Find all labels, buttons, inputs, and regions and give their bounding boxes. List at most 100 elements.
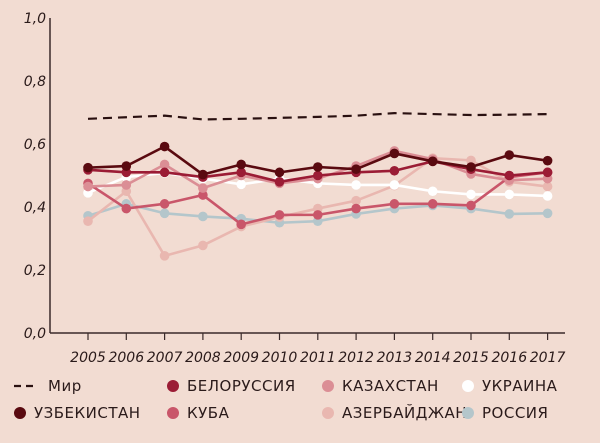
data-point-azerbaijan xyxy=(198,240,208,251)
data-point-azerbaijan xyxy=(466,155,476,166)
data-point-ukraine xyxy=(389,180,400,190)
legend-item-russia: РОССИЯ xyxy=(462,404,548,422)
legend: Мир БЕЛОРУССИЯ КАЗАХСТАН УКРАИНА УЗБЕКИСТАН К… xyxy=(14,377,558,422)
data-point-russia xyxy=(159,208,170,219)
legend-label-mir: Мир xyxy=(48,377,82,395)
data-point-uzbekistan xyxy=(198,169,208,180)
x-tick-label: 2011 xyxy=(300,350,336,366)
data-point-cuba xyxy=(274,210,285,220)
data-point-cuba xyxy=(351,203,361,214)
x-tick-label: 2010 xyxy=(262,350,298,366)
data-point-uzbekistan xyxy=(121,161,132,171)
legend-swatch-belarus xyxy=(167,380,179,392)
data-point-russia xyxy=(504,209,515,219)
data-point-ukraine xyxy=(236,179,246,190)
data-point-ukraine xyxy=(466,189,476,200)
data-point-cuba xyxy=(466,200,476,211)
data-point-belarus xyxy=(313,170,323,181)
legend-item-kazakhstan: КАЗАХСТАН xyxy=(322,377,439,395)
data-point-cuba xyxy=(313,210,323,220)
data-point-belarus xyxy=(274,177,285,187)
data-point-cuba xyxy=(427,199,438,209)
series-layer xyxy=(83,112,553,261)
x-tick-label: 2007 xyxy=(147,350,183,366)
data-point-uzbekistan xyxy=(504,150,515,160)
legend-label-azerbaijan: АЗЕРБАЙДЖАН xyxy=(342,403,467,422)
data-point-kazakhstan xyxy=(83,181,93,192)
data-point-belarus xyxy=(236,167,246,178)
data-point-belarus xyxy=(504,170,515,181)
data-point-ukraine xyxy=(351,180,361,190)
legend-label-russia: РОССИЯ xyxy=(482,404,548,422)
data-point-azerbaijan xyxy=(159,251,170,261)
data-point-russia xyxy=(198,211,208,222)
legend-item-mir: Мир xyxy=(14,377,82,395)
x-tick-label: 2017 xyxy=(530,350,566,366)
data-point-uzbekistan xyxy=(83,162,93,173)
x-tick-label: 2006 xyxy=(108,350,144,366)
x-tick-label: 2012 xyxy=(338,350,374,366)
legend-item-ukraine: УКРАИНА xyxy=(462,377,558,395)
data-point-uzbekistan xyxy=(313,162,323,172)
data-point-azerbaijan xyxy=(83,216,93,226)
data-point-azerbaijan xyxy=(542,181,553,192)
data-point-kazakhstan xyxy=(159,159,170,170)
x-tick-label: 2013 xyxy=(377,350,413,366)
y-tick-label: 0,0 xyxy=(24,326,46,342)
data-point-cuba xyxy=(389,199,400,209)
x-tick-label: 2009 xyxy=(223,350,259,366)
series-mir xyxy=(87,112,548,121)
legend-label-uzbekistan: УЗБЕКИСТАН xyxy=(34,404,141,422)
legend-item-belarus: БЕЛОРУССИЯ xyxy=(167,377,296,395)
data-point-kazakhstan xyxy=(198,183,208,193)
x-tick-label: 2016 xyxy=(491,350,527,366)
y-tick-label: 0,8 xyxy=(24,74,46,90)
legend-swatch-uzbekistan xyxy=(14,407,26,419)
legend-label-cuba: КУБА xyxy=(187,404,230,422)
x-tick-label: 2008 xyxy=(185,350,221,366)
data-point-belarus xyxy=(542,167,553,178)
y-tick-label: 0,6 xyxy=(24,137,46,153)
data-point-cuba xyxy=(159,199,170,209)
data-point-uzbekistan xyxy=(351,164,361,174)
data-point-azerbaijan xyxy=(351,195,361,206)
data-point-uzbekistan xyxy=(542,155,553,166)
legend-item-uzbekistan: УЗБЕКИСТАН xyxy=(14,404,141,422)
y-axis: 0,0 0,2 0,4 0,6 0,8 1,0 xyxy=(24,11,51,342)
data-point-kazakhstan xyxy=(121,180,132,190)
legend-swatch-cuba xyxy=(167,407,179,419)
data-point-uzbekistan xyxy=(427,156,438,167)
legend-label-ukraine: УКРАИНА xyxy=(482,377,558,395)
data-point-russia xyxy=(542,208,553,219)
data-point-cuba xyxy=(236,219,246,230)
data-point-cuba xyxy=(198,190,208,200)
legend-swatch-kazakhstan xyxy=(322,380,334,392)
data-point-uzbekistan xyxy=(236,159,246,170)
legend-swatch-azerbaijan xyxy=(322,407,334,419)
y-tick-label: 0,4 xyxy=(24,200,46,216)
data-point-uzbekistan xyxy=(159,141,170,152)
data-point-belarus xyxy=(389,165,400,176)
x-tick-label: 2015 xyxy=(453,350,489,366)
x-axis: 2005 2006 2007 2008 2009 2010 2011 2012 2013 2014… xyxy=(50,332,566,366)
legend-label-kazakhstan: КАЗАХСТАН xyxy=(342,377,439,395)
legend-label-belarus: БЕЛОРУССИЯ xyxy=(187,377,296,395)
y-tick-label: 1,0 xyxy=(24,11,46,27)
data-point-uzbekistan xyxy=(389,148,400,159)
data-point-ukraine xyxy=(542,191,553,201)
legend-swatch-ukraine xyxy=(462,380,474,392)
data-point-uzbekistan xyxy=(274,167,285,178)
x-tick-label: 2005 xyxy=(70,350,106,366)
data-point-cuba xyxy=(121,203,132,214)
y-tick-label: 0,2 xyxy=(24,263,46,279)
series-uzbekistan xyxy=(83,141,553,180)
x-tick-label: 2014 xyxy=(415,350,451,366)
data-point-ukraine xyxy=(504,189,515,200)
data-point-ukraine xyxy=(427,186,438,197)
legend-item-cuba: КУБА xyxy=(167,404,230,422)
data-point-belarus xyxy=(159,167,170,178)
series-line-mir xyxy=(87,112,548,121)
data-point-uzbekistan xyxy=(466,162,476,172)
legend-item-azerbaijan: АЗЕРБАЙДЖАН xyxy=(322,403,467,422)
